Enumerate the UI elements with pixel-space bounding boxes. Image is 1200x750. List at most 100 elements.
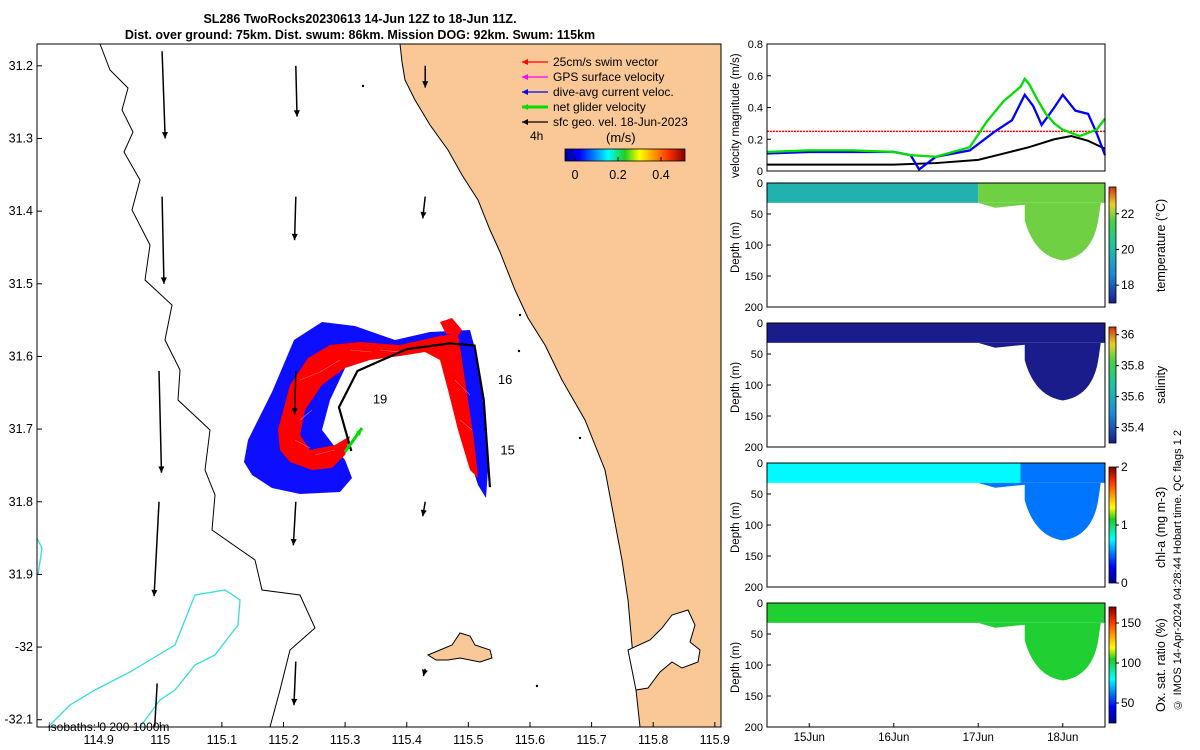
map-x-tick-label: 114.9 — [83, 733, 113, 747]
surface-current-arrow — [293, 196, 297, 241]
map-y-tick-label: 31.3 — [9, 131, 33, 145]
swim-vector-band — [278, 334, 478, 478]
net-glider-velocity-arrowhead — [356, 428, 362, 436]
islet — [535, 684, 539, 688]
section-x-tick-label: 16Jun — [878, 732, 909, 744]
section-y-tick-label: 150 — [745, 691, 763, 703]
section-data-layer — [767, 603, 1105, 623]
velocity-y-tick-label: 0.4 — [748, 103, 763, 115]
section-y-tick-label: 200 — [745, 302, 763, 314]
surface-current-arrows — [151, 51, 429, 727]
section-y-tick-label: 50 — [751, 629, 763, 641]
plot-title-line-1: SL286 TwoRocks20230613 14-Jun 12Z to 18-… — [203, 12, 517, 26]
section-colorbar — [1108, 186, 1117, 304]
islet — [517, 349, 521, 353]
section-colorbar — [1108, 606, 1117, 724]
surface-current-arrowhead — [160, 277, 167, 284]
swim-vector-tail — [440, 318, 462, 336]
velocity-series — [766, 76, 1107, 172]
section-colorbar-tick-label: 2 — [1121, 460, 1128, 474]
legend-arrowhead — [522, 59, 528, 65]
section-colorbar-tick-label: 1 — [1121, 518, 1128, 532]
isobath-note: isobaths: 0 200 1000m — [48, 720, 169, 734]
island — [426, 632, 493, 663]
velocity-y-tick-label: 0 — [757, 166, 763, 178]
land-mass — [399, 44, 721, 727]
velocity-axis-label: velocity magnitude (m/s) — [730, 53, 742, 179]
section-y-tick-label: 50 — [751, 489, 763, 501]
depth-section-panel: 0 50 100 150 200 18 20 22 — [745, 178, 1135, 314]
isobath-200m — [99, 44, 316, 727]
map-y-tick-label: 31.5 — [9, 277, 33, 291]
surface-current-arrowhead — [420, 211, 427, 219]
map-x-tick-label: 115 — [150, 733, 170, 747]
day-label: 19 — [373, 392, 387, 407]
section-colorbar-tick-label: 150 — [1121, 616, 1141, 630]
temperature-depth-label: Depth (m) — [730, 221, 742, 274]
surface-current-arrow — [295, 65, 298, 117]
surface-current-arrow — [153, 683, 158, 727]
section-y-tick-label: 50 — [751, 209, 763, 221]
velocity-series-line — [767, 135, 1106, 166]
surface-current-arrow — [153, 501, 160, 597]
depth-section-panel: 0 50 100 150 200 0 1 2 — [745, 458, 1128, 594]
chla-colorbar-label: chl-a (mg m-3) — [1154, 486, 1168, 568]
velocity-y-axis: 0 0.2 0.4 0.6 0.8 — [748, 39, 771, 178]
section-data-layer — [767, 183, 979, 203]
glider-track — [337, 342, 492, 488]
legend-entry: 25cm/s swim vector — [553, 55, 658, 69]
surface-current-arrow — [293, 370, 297, 415]
speed-colorbar-ticks: 0 0.2 0.4 — [572, 157, 670, 182]
legend-entry: net glider velocity — [553, 100, 646, 114]
map-y-tick-label: 31.6 — [9, 349, 33, 363]
section-y-tick-label: 200 — [745, 722, 763, 734]
legend-entry: sfc geo. vel. 18-Jun-2023 — [553, 115, 688, 129]
colorbar-tick-label: 0 — [572, 168, 579, 182]
plot-title-line-2: Dist. over ground: 75km. Dist. swum: 86k… — [124, 28, 596, 42]
map-y-axis: 31.2 31.3 31.4 31.5 31.6 31.7 31.8 31.9 -32 -32.1 — [5, 59, 42, 727]
velocity-y-tick-label: 0.6 — [748, 71, 763, 83]
surface-current-arrowhead — [291, 698, 298, 706]
section-colorbar-tick-label: 100 — [1121, 656, 1141, 670]
oxygen-colorbar-label: Ox. sat. ratio (%) — [1154, 618, 1168, 712]
day-label: 15 — [500, 443, 514, 458]
glider-track-line — [337, 342, 492, 488]
velocity-y-tick-label: 0.8 — [748, 39, 763, 51]
speed-colorbar — [564, 148, 686, 162]
chla-depth-label: Depth (m) — [730, 501, 742, 554]
map-x-tick-label: 115.8 — [638, 733, 668, 747]
colorbar-tick-label: 0.2 — [609, 168, 626, 182]
surface-current-arrowhead — [158, 466, 165, 473]
surface-current-arrow — [161, 196, 165, 284]
section-x-tick-label: 18Jun — [1047, 732, 1078, 744]
section-y-tick-label: 100 — [745, 380, 763, 392]
section-data-layer — [767, 463, 1021, 483]
surface-current-arrowhead — [161, 132, 168, 139]
map-x-tick-label: 115.9 — [700, 733, 730, 747]
map-y-tick-label: 31.8 — [9, 495, 33, 509]
section-data-layer — [767, 323, 1105, 343]
map-y-tick-label: 31.2 — [9, 59, 33, 73]
section-colorbar — [1108, 326, 1117, 444]
section-colorbar-tick-label: 35.6 — [1121, 390, 1145, 404]
section-y-tick-label: 0 — [757, 458, 763, 470]
velocity-series-line — [766, 76, 1106, 158]
section-colorbar-tick-label: 35.8 — [1121, 359, 1145, 373]
section-deep-profile — [978, 482, 1101, 541]
day-label: 16 — [498, 372, 512, 387]
section-y-tick-label: 100 — [745, 660, 763, 672]
oxygen-depth-label: Depth (m) — [730, 641, 742, 694]
surface-current-arrowhead — [151, 589, 158, 597]
depth-section-panels: 05010015020018202205010015020035.435.635… — [745, 178, 1145, 744]
copyright-footer: © IMOS 14-Apr-2024 04:28:44 Hobart time.… — [1172, 430, 1184, 711]
map-x-tick-label: 115.1 — [207, 733, 237, 747]
section-colorbar-tick-label: 22 — [1121, 207, 1135, 221]
colorbar-unit-label: (m/s) — [606, 130, 636, 145]
section-deep-profile — [978, 202, 1101, 261]
section-y-tick-label: 50 — [751, 349, 763, 361]
section-y-tick-label: 200 — [745, 442, 763, 454]
legend-arrowhead — [522, 74, 528, 80]
depth-section-panel: 0 50 100 150 200 35.4 35.6 35.8 36 — [745, 318, 1145, 454]
